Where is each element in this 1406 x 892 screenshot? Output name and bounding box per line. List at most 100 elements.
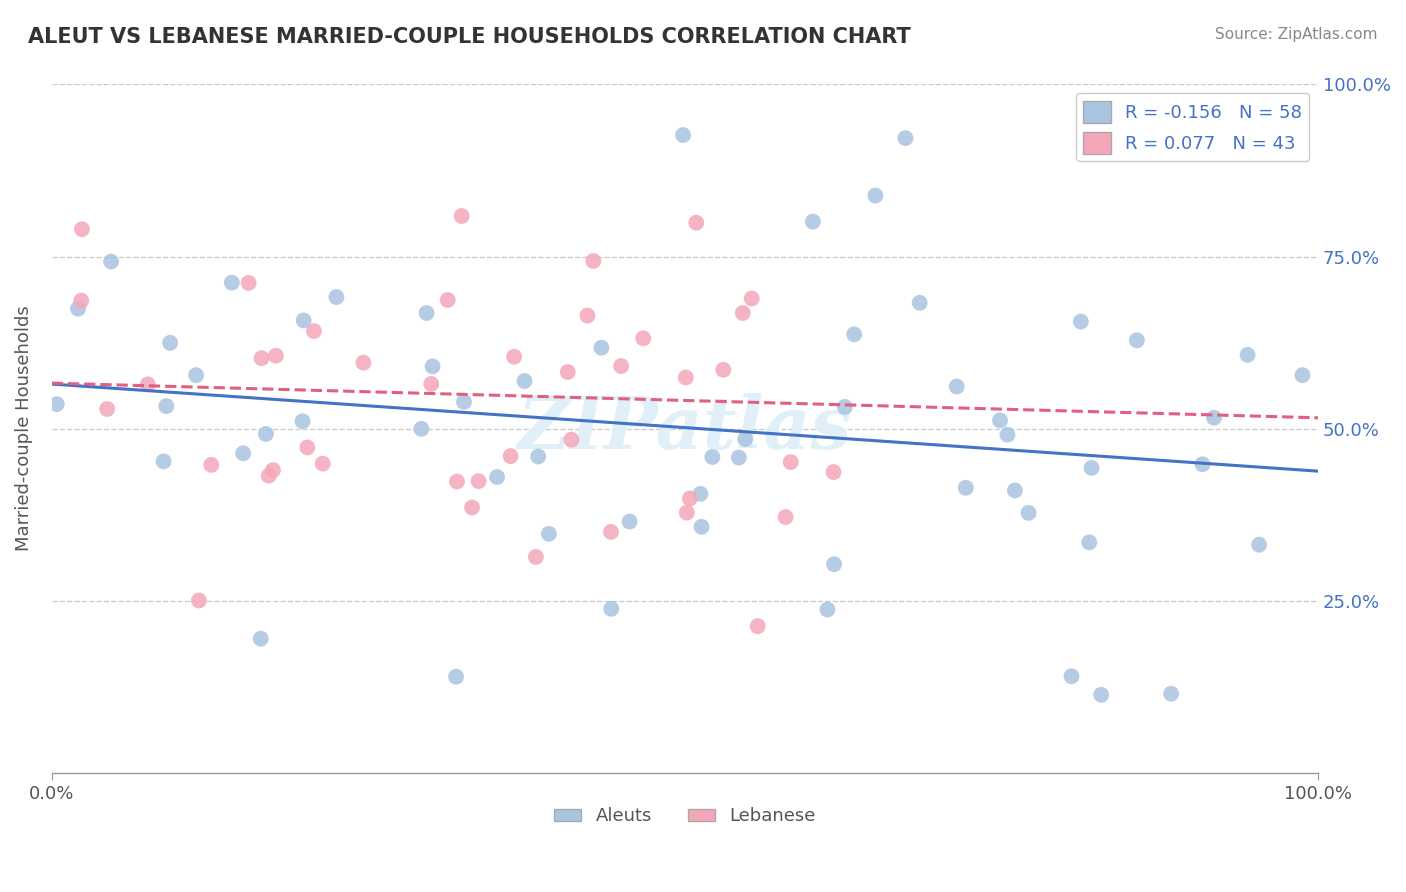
Point	[1070, 315, 1092, 329]
Point	[659, 4, 682, 19]
Y-axis label: Married-couple Households: Married-couple Households	[15, 306, 32, 551]
Point	[461, 500, 484, 515]
Text: ALEUT VS LEBANESE MARRIED-COUPLE HOUSEHOLDS CORRELATION CHART: ALEUT VS LEBANESE MARRIED-COUPLE HOUSEHO…	[28, 27, 911, 46]
Point	[486, 470, 509, 484]
Point	[672, 128, 695, 142]
Point	[690, 520, 713, 534]
Point	[1236, 348, 1258, 362]
Point	[436, 293, 458, 307]
Point	[675, 506, 697, 520]
Point	[731, 306, 754, 320]
Point	[747, 619, 769, 633]
Point	[1060, 669, 1083, 683]
Point	[610, 359, 633, 373]
Point	[187, 593, 209, 607]
Point	[679, 491, 702, 506]
Legend: Aleuts, Lebanese: Aleuts, Lebanese	[547, 800, 823, 832]
Point	[1090, 688, 1112, 702]
Point	[221, 276, 243, 290]
Point	[557, 365, 579, 379]
Point	[527, 450, 550, 464]
Point	[70, 222, 93, 236]
Point	[66, 301, 89, 316]
Point	[823, 557, 845, 571]
Point	[576, 309, 599, 323]
Point	[297, 441, 319, 455]
Point	[894, 131, 917, 145]
Point	[411, 422, 433, 436]
Point	[152, 454, 174, 468]
Point	[834, 400, 856, 414]
Text: Source: ZipAtlas.com: Source: ZipAtlas.com	[1215, 27, 1378, 42]
Point	[711, 363, 734, 377]
Point	[257, 468, 280, 483]
Point	[1126, 334, 1149, 348]
Point	[1291, 368, 1313, 383]
Point	[200, 458, 222, 472]
Point	[1191, 458, 1213, 472]
Point	[741, 292, 763, 306]
Point	[801, 214, 824, 228]
Point	[633, 331, 655, 345]
Point	[262, 463, 284, 477]
Point	[582, 254, 605, 268]
Point	[945, 379, 967, 393]
Point	[1004, 483, 1026, 498]
Point	[775, 510, 797, 524]
Point	[844, 327, 866, 342]
Point	[325, 290, 347, 304]
Point	[96, 401, 118, 416]
Point	[503, 350, 526, 364]
Point	[499, 449, 522, 463]
Point	[1078, 535, 1101, 549]
Point	[675, 370, 697, 384]
Point	[312, 457, 335, 471]
Point	[600, 602, 623, 616]
Point	[415, 306, 437, 320]
Point	[453, 395, 475, 409]
Point	[250, 351, 273, 366]
Point	[779, 455, 801, 469]
Point	[238, 276, 260, 290]
Point	[1249, 538, 1271, 552]
Point	[591, 341, 613, 355]
Point	[100, 254, 122, 268]
Point	[232, 446, 254, 460]
Point	[422, 359, 444, 374]
Point	[560, 433, 582, 447]
Point	[70, 293, 93, 308]
Point	[184, 368, 207, 383]
Point	[702, 450, 724, 464]
Point	[997, 427, 1019, 442]
Point	[444, 670, 467, 684]
Point	[291, 414, 314, 428]
Point	[685, 216, 707, 230]
Point	[865, 188, 887, 202]
Point	[155, 399, 177, 413]
Point	[524, 549, 547, 564]
Point	[727, 450, 749, 465]
Text: ZIPatlas: ZIPatlas	[517, 393, 852, 464]
Point	[513, 374, 536, 388]
Point	[955, 481, 977, 495]
Point	[1018, 506, 1040, 520]
Point	[292, 313, 315, 327]
Point	[600, 524, 623, 539]
Point	[823, 465, 845, 479]
Point	[734, 432, 756, 446]
Point	[136, 377, 159, 392]
Point	[420, 376, 443, 391]
Point	[159, 335, 181, 350]
Point	[450, 209, 472, 223]
Point	[817, 602, 839, 616]
Point	[1202, 410, 1225, 425]
Point	[1160, 687, 1182, 701]
Point	[264, 349, 287, 363]
Point	[908, 295, 931, 310]
Point	[537, 526, 560, 541]
Point	[249, 632, 271, 646]
Point	[988, 413, 1011, 427]
Point	[1080, 461, 1102, 475]
Point	[467, 474, 489, 488]
Point	[689, 487, 711, 501]
